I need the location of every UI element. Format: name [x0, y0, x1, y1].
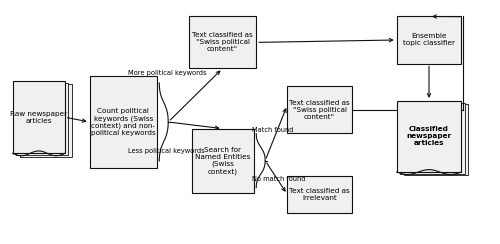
Text: Ensemble
topic classifier: Ensemble topic classifier: [403, 33, 455, 47]
Text: Classified
newspaper
articles: Classified newspaper articles: [406, 126, 452, 146]
FancyBboxPatch shape: [288, 176, 352, 213]
Text: Raw newspaper
articles: Raw newspaper articles: [10, 111, 67, 124]
Text: Search for
Named Entities
(Swiss
context): Search for Named Entities (Swiss context…: [195, 147, 250, 175]
Text: Text classified as
"Swiss political
content": Text classified as "Swiss political cont…: [192, 32, 253, 52]
FancyBboxPatch shape: [20, 84, 72, 157]
Text: Match found: Match found: [252, 127, 294, 133]
Text: Text classified as
"Swiss political
content": Text classified as "Swiss political cont…: [289, 100, 350, 120]
FancyBboxPatch shape: [16, 83, 68, 155]
Text: Less political keywords: Less political keywords: [128, 148, 205, 154]
FancyBboxPatch shape: [404, 104, 468, 175]
FancyBboxPatch shape: [12, 81, 65, 153]
Text: Count political
keywords (Swiss
context) and non-
political keywords: Count political keywords (Swiss context)…: [91, 108, 156, 136]
FancyBboxPatch shape: [192, 129, 254, 193]
FancyBboxPatch shape: [396, 101, 462, 172]
Text: No match found: No match found: [252, 176, 306, 182]
Text: More political keywords: More political keywords: [128, 70, 206, 76]
FancyBboxPatch shape: [189, 16, 256, 68]
Text: Text classified as
irrelevant: Text classified as irrelevant: [289, 188, 350, 201]
FancyBboxPatch shape: [288, 86, 352, 133]
FancyBboxPatch shape: [90, 76, 157, 168]
FancyBboxPatch shape: [400, 102, 465, 174]
FancyBboxPatch shape: [396, 16, 462, 63]
